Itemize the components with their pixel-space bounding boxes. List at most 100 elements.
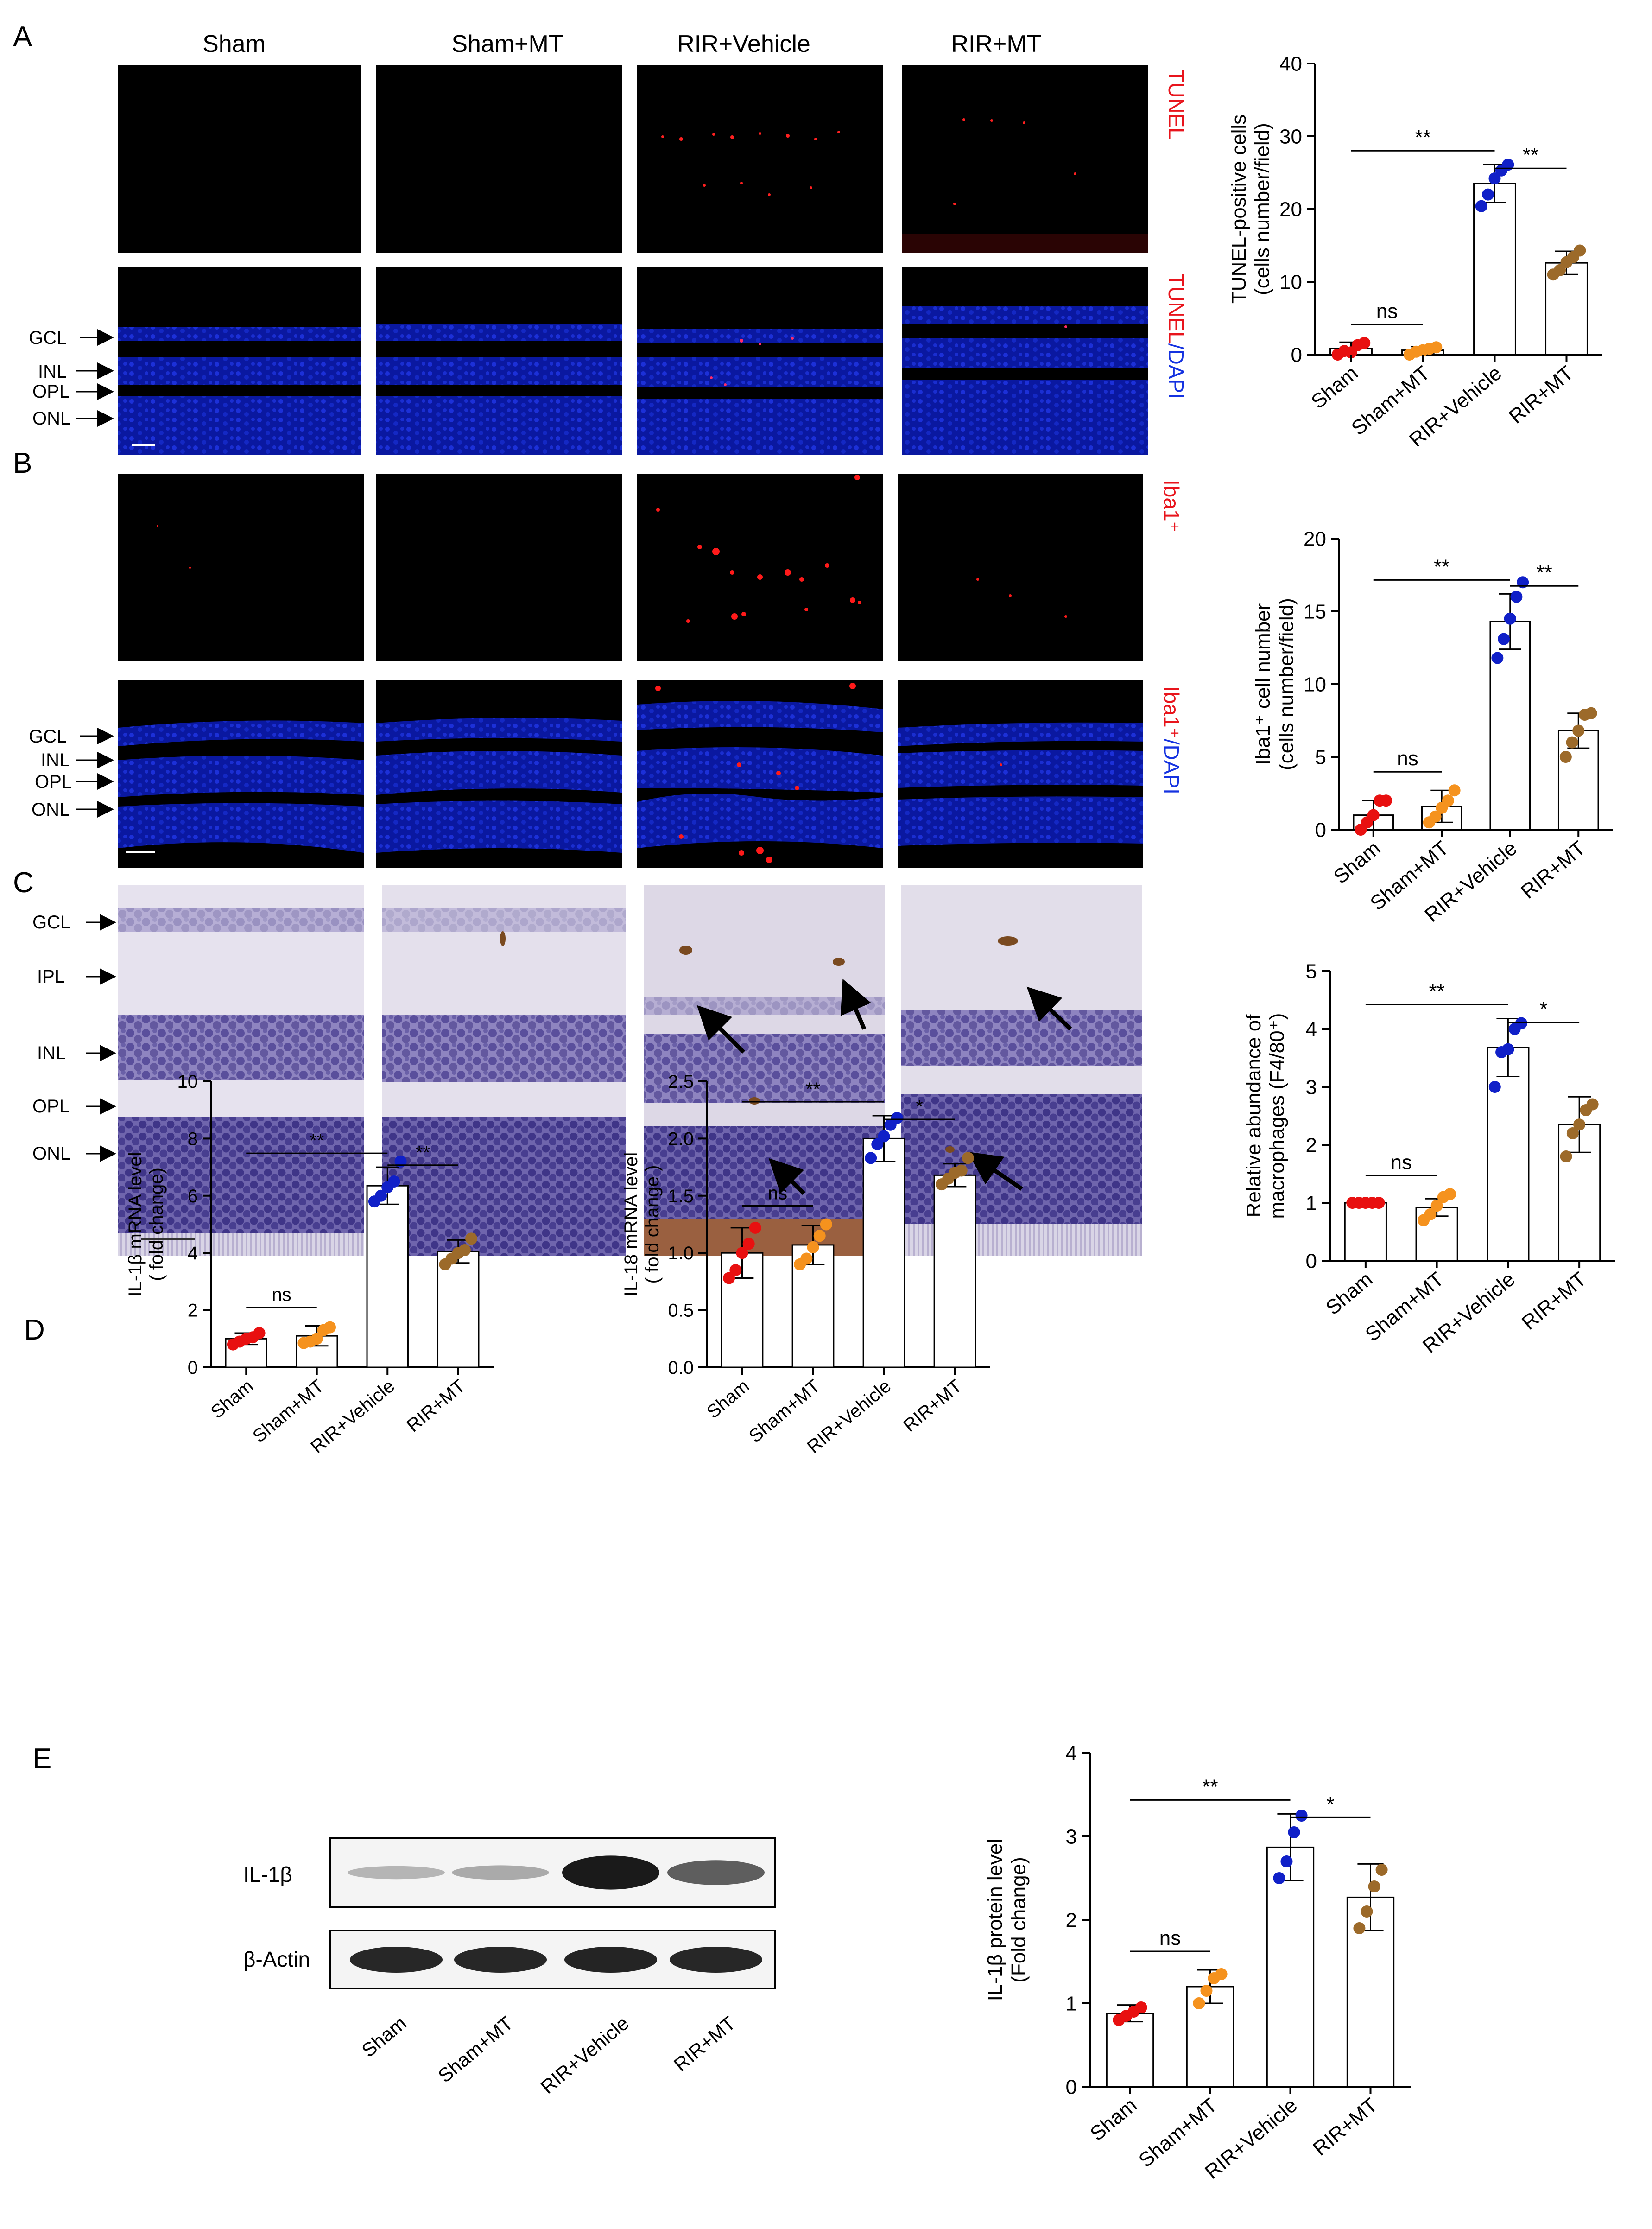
layer-arrows-a [76,329,114,427]
column-title-rir-mt: RIR+MT [951,31,1042,57]
layer-label-opl: OPL [32,1096,70,1117]
data-point [1430,341,1443,354]
blot-label-il1b: IL-1β [243,1862,292,1886]
data-point [1482,188,1494,201]
tunel-dapi-dots [710,325,1067,386]
blot-band-actin [564,1947,657,1973]
layer-label-inl: INL [41,750,70,770]
significance-label: ** [1536,561,1552,584]
data-point [1358,337,1371,349]
scale-bar [141,1238,195,1240]
data-point [1193,1997,1205,2009]
blot-band-il1b [562,1855,659,1890]
tunel-signal-dots [661,118,1076,205]
ihc-arrows [696,978,1072,1195]
significance-label: ** [1429,980,1445,1003]
significance-label: ns [1397,747,1418,770]
y-tick-label: 5 [1306,960,1317,983]
data-point [458,1244,471,1257]
y-tick-label: 20 [1279,198,1302,221]
retina-layers-a [118,306,1148,455]
layer-label-gcl: GCL [29,328,67,348]
y-axis-label: (Fold change) [1007,1857,1030,1982]
data-point [1430,1200,1443,1212]
y-tick-label: 8 [188,1129,198,1149]
chart-f480: 0 1 2 3 4 5 Relative abundance of macrophages (… [1242,960,1615,1358]
data-point [1424,1208,1437,1220]
data-point [1353,1922,1366,1934]
y-tick-label: 10 [1304,673,1326,696]
y-axis-label: TUNEL-positive cells [1228,114,1250,304]
y-axis-label: Iba1⁺ cell number [1252,603,1274,765]
panel-letter-e: E [32,1743,51,1775]
layer-label-inl: INL [38,362,67,382]
bar-Sham [1344,1202,1387,1262]
data-point [1373,1197,1385,1209]
panel-letter-b: B [13,447,32,479]
retina-layers-b [118,701,1143,853]
y-tick-label: 3 [1306,1076,1317,1099]
data-point [1502,1043,1514,1055]
bar-RIR+Vehicle [1266,1846,1315,2088]
y-tick-label: 4 [1066,1742,1077,1765]
data-point [1135,2001,1147,2013]
lane-label-sham: Sham [358,2012,411,2062]
data-point [1515,1017,1527,1029]
data-point [1448,784,1461,797]
panel-letter-c: C [13,867,34,899]
significance-label: ns [1159,1927,1181,1950]
y-tick-label: 2.0 [668,1129,694,1149]
data-point [1573,1118,1586,1131]
layer-label-opl: OPL [32,381,70,402]
data-point [962,1152,974,1164]
significance-label: * [916,1097,923,1117]
layer-labels-a: GCL INL OPL ONL [29,328,70,429]
blot-bands [348,1855,765,1973]
bar-RIR+Vehicle [366,1185,409,1368]
layer-arrows-c [86,914,116,1162]
blot-lane-labels: Sham Sham+MT RIR+Vehicle RIR+MT [358,2012,740,2098]
data-point [1367,809,1380,821]
layer-label-opl: OPL [35,772,72,792]
significance-label: ns [1391,1151,1412,1174]
blot-band-il1b [667,1860,765,1885]
micrograph-tunel-rir-mt [902,65,1148,253]
scale-bar [132,444,155,446]
ihc-brown-cells [500,931,1018,1153]
layer-labels-b: GCL INL OPL ONL [29,726,72,820]
panel-a-tunel-row: TUNEL [118,65,1188,253]
y-tick-label: 40 [1279,52,1302,75]
lane-label-rir-vehicle: RIR+Vehicle [537,2012,633,2098]
y-axis-label: (cells number/field) [1251,123,1274,295]
micrograph-tunel-rir-vehicle [637,65,883,253]
x-tick-label: RIR+MT [1518,1268,1591,1334]
x-tick-label: RIR+MT [403,1376,469,1436]
data-point [1273,1872,1285,1884]
data-point [1442,794,1454,807]
data-point [729,1264,742,1276]
data-point [1288,1826,1300,1838]
bar-RIR+MT [437,1251,480,1368]
blot-band-il1b [348,1866,445,1880]
chart-tunel: 0 10 20 30 40 TUNEL-positive cells (cells numb… [1228,52,1602,451]
significance-label: ns [272,1285,291,1305]
data-point [1498,633,1510,645]
data-point [1488,172,1501,185]
bar-RIR+MT [933,1174,976,1368]
x-tick-label: Sham [703,1376,753,1422]
data-point [1368,1880,1380,1892]
micrograph-iba1-sham [118,474,364,661]
y-tick-label: 10 [177,1072,198,1092]
data-point [375,1189,387,1202]
y-tick-label: 30 [1279,125,1302,148]
data-point [1488,1081,1501,1093]
y-tick-label: 3 [1066,1825,1077,1848]
lane-label-rir-mt: RIR+MT [670,2012,740,2076]
micrograph-tunel-sham-mt [376,65,622,253]
column-title-sham-mt: Sham+MT [451,31,563,57]
data-point [388,1175,400,1188]
data-point [310,1333,323,1345]
row-label-iba1-dapi: Iba1⁺/DAPI [1159,686,1184,794]
y-tick-label: 0.5 [668,1301,694,1321]
